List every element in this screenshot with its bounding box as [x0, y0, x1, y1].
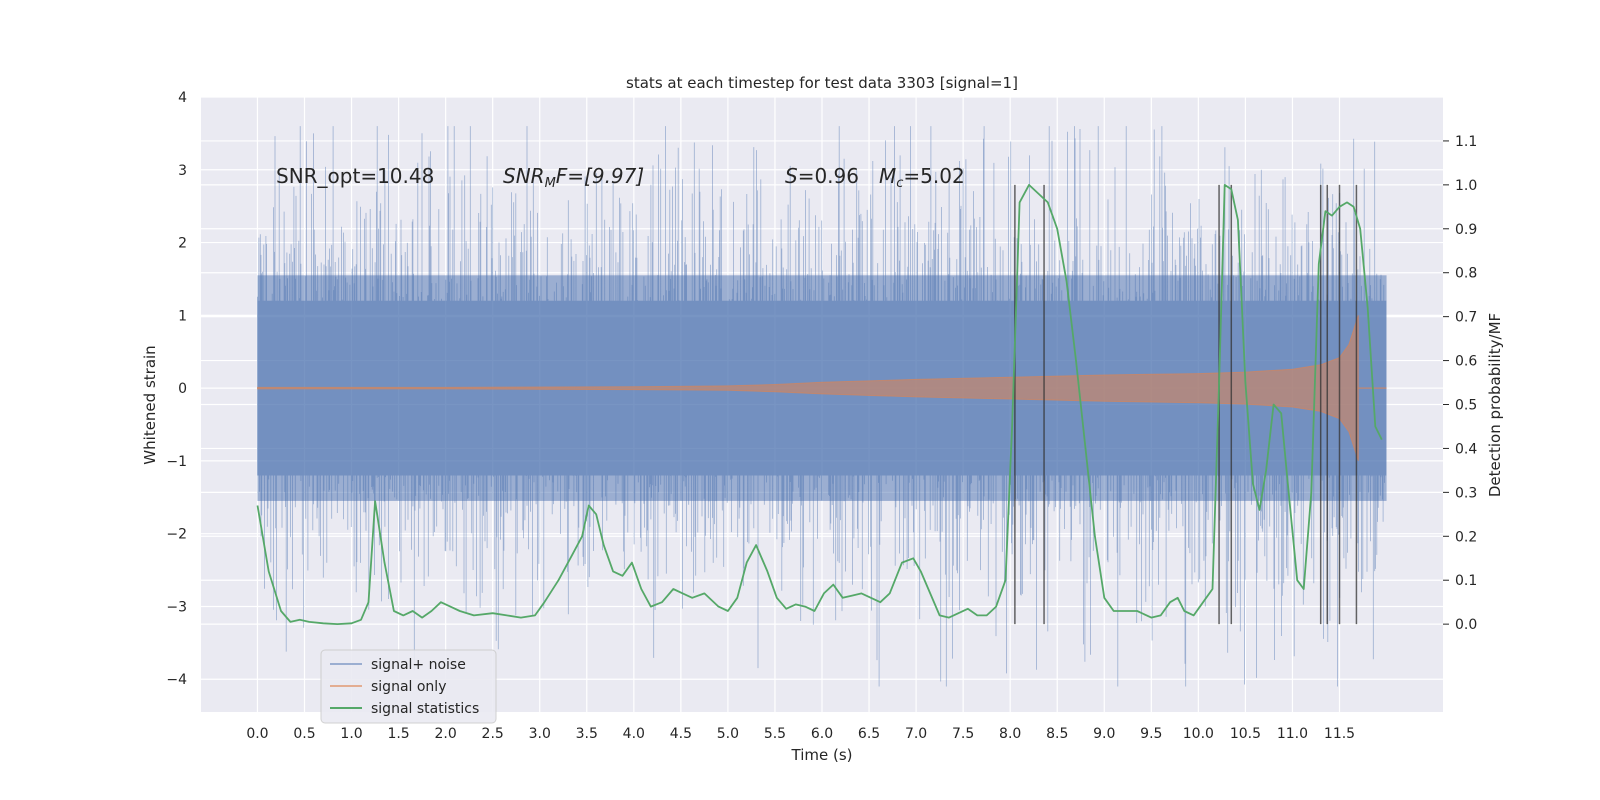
tick-labels: 0.0 0.5 1.0 1.5 2.0 2.5 3.0 3.5 4.0 4.5 5.0 5.5 6.0 6…	[166, 90, 1477, 742]
x-tick-label: 6.0	[811, 726, 833, 742]
legend-label-signal-noise: signal+ noise	[371, 657, 466, 673]
chart-title: stats at each timestep for test data 330…	[626, 74, 1018, 92]
x-tick-label: 3.0	[529, 726, 551, 742]
x-tick-label: 4.5	[670, 726, 692, 742]
y-tick-label: −2	[166, 527, 187, 543]
x-tick-label: 8.5	[1046, 726, 1068, 742]
x-tick-label: 1.0	[340, 726, 362, 742]
x-tick-label: 9.0	[1093, 726, 1115, 742]
x-tick-label: 2.0	[435, 726, 457, 742]
vertical-marker-lines	[1014, 184, 1358, 625]
y-right-tick-label: 0.3	[1455, 485, 1477, 501]
legend-box	[320, 649, 497, 724]
y-right-tick-label: 1.0	[1455, 178, 1477, 194]
annotation-s-label: S	[785, 164, 798, 188]
annotation-s-value: =0.96	[798, 164, 859, 188]
x-tick-label: 2.5	[482, 726, 504, 742]
x-tick-label: 11.5	[1324, 726, 1355, 742]
y-right-tick-label: 0.9	[1455, 222, 1477, 238]
x-tick-label: 8.0	[999, 726, 1021, 742]
y-tick-label: −3	[166, 599, 187, 615]
legend: signal+ noise signal only signal statist…	[320, 649, 497, 724]
annotations: SNR_opt=10.48 SNRMF=[9.97] S=0.96 Mc=5.0…	[276, 164, 965, 191]
x-tick-label: 10.5	[1230, 726, 1261, 742]
annotation-snr-opt: SNR_opt=10.48	[276, 164, 434, 188]
annotation-mc-value: =5.02	[903, 164, 964, 188]
annotation-snr-mf-label: SNR	[503, 164, 545, 188]
y-right-tick-label: 0.8	[1455, 266, 1477, 282]
x-tick-label: 11.0	[1277, 726, 1308, 742]
x-tick-label: 9.5	[1140, 726, 1162, 742]
y-axis-right-label: Detection probability/MF	[1486, 313, 1504, 497]
annotation-mc-sub: c	[896, 176, 903, 191]
y-right-tick-label: 0.7	[1455, 310, 1477, 326]
x-tick-label: 10.0	[1183, 726, 1214, 742]
legend-label-signal-statistics: signal statistics	[371, 701, 479, 717]
annotation-snr-mf-rest: F=[9.97]	[556, 164, 644, 188]
y-tick-label: 3	[178, 163, 187, 179]
signal-statistics-series	[256, 183, 1383, 625]
y-right-tick-label: 0.6	[1455, 354, 1477, 370]
x-tick-label: 5.5	[764, 726, 786, 742]
x-axis-label: Time (s)	[791, 746, 853, 764]
y-tick-label: −4	[166, 672, 187, 688]
statistics-line	[256, 183, 1383, 625]
y-right-tick-label: 0.4	[1455, 441, 1477, 457]
y-tick-label: −1	[166, 454, 187, 470]
annotation-mc: Mc=5.02	[879, 164, 965, 191]
annotation-snr-mf-sub: M	[545, 176, 556, 191]
annotation-snr-mf: SNRMF=[9.97]	[503, 164, 644, 191]
y-right-tick-label: 0.2	[1455, 529, 1477, 545]
annotation-s: S=0.96	[785, 164, 859, 188]
legend-label-signal-only: signal only	[371, 679, 446, 695]
y-tick-label: 1	[178, 308, 187, 324]
x-tick-label: 4.0	[623, 726, 645, 742]
y-tick-label: 2	[178, 236, 187, 252]
x-tick-label: 1.5	[387, 726, 409, 742]
annotation-mc-label: M	[879, 164, 896, 188]
x-tick-label: 7.5	[952, 726, 974, 742]
y-right-tick-label: 0.5	[1455, 398, 1477, 414]
y-right-tick-label: 0.1	[1455, 573, 1477, 589]
x-tick-label: 7.0	[905, 726, 927, 742]
y-tick-label: 0	[178, 381, 187, 397]
y-right-tick-label: 1.1	[1455, 134, 1477, 150]
x-tick-label: 0.5	[293, 726, 315, 742]
x-tick-label: 5.0	[717, 726, 739, 742]
x-tick-label: 6.5	[858, 726, 880, 742]
signal-envelope	[257, 315, 1359, 462]
y-axis-label: Whitened strain	[141, 345, 159, 464]
y-right-tick-label: 0.0	[1455, 617, 1477, 633]
x-tick-label: 0.0	[246, 726, 268, 742]
y-tick-label: 4	[178, 90, 187, 106]
x-tick-label: 3.5	[576, 726, 598, 742]
